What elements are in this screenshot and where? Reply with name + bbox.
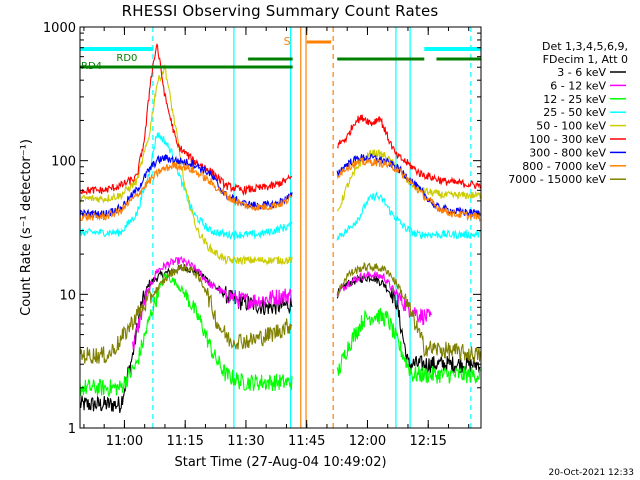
legend-label-6: 300 - 800 keV [529,146,606,159]
y-tick-label-3: 1000 [43,21,76,36]
series-line-7-0 [79,161,293,222]
series-line-5-1 [336,114,481,189]
x-tick-label-5: 12:15 [409,434,446,449]
series-6-12-kev [132,255,433,350]
series-line-3-1 [336,190,481,241]
series-7000-15000-kev [79,261,481,364]
y-tick-label-1: 10 [59,288,76,303]
legend-label-2: 12 - 25 keV [543,93,606,106]
series-12-25-kev [79,272,481,398]
series-line-1-1 [336,270,433,326]
series-line-2-1 [336,308,481,384]
series-300-800-kev [79,153,481,219]
legend-label-1: 6 - 12 keV [550,79,606,92]
state-label-rd0: RD0 [116,53,137,64]
legend-label-0: 3 - 6 keV [557,66,606,79]
y-tick-label-0: 1 [68,422,76,437]
series-line-5-0 [79,43,293,197]
state-label-s: S [284,35,291,48]
x-tick-label-4: 12:00 [349,434,386,449]
legend-label-5: 100 - 300 keV [529,133,606,146]
chart-title: RHESSI Observing Summary Count Rates [121,2,439,20]
x-tick-label-1: 11:15 [166,434,203,449]
series-line-2-0 [79,272,293,398]
legend-header-0: Det 1,3,4,5,6,9, [542,40,628,53]
series-800-7000-kev [79,156,481,223]
legend-label-3: 25 - 50 keV [543,106,606,119]
y-tick-label-2: 100 [51,155,76,170]
footer-timestamp: 20-Oct-2021 12:33 [548,468,634,478]
y-axis-label: Count Rate (s⁻¹ detector⁻¹) [19,139,34,316]
series-line-0-1 [336,273,481,374]
legend-label-7: 800 - 7000 keV [522,160,606,173]
legend-label-8: 7000 - 15000 keV [508,173,606,186]
legend-header-1: FDecim 1, Att 0 [543,53,628,66]
series-line-0-0 [79,264,293,413]
series-line-1-0 [132,255,293,350]
state-label-rd4: RD4 [81,61,102,72]
x-tick-label-2: 11:30 [227,434,264,449]
x-axis-label: Start Time (27-Aug-04 10:49:02) [174,455,386,470]
series-line-8-0 [79,263,293,364]
plot-frame [79,26,482,429]
legend-label-4: 50 - 100 keV [536,120,606,133]
x-tick-label-3: 11:45 [288,434,325,449]
x-tick-label-0: 11:00 [106,434,143,449]
series-100-300-kev [79,43,481,197]
series-line-4-0 [79,64,293,267]
series-line-7-1 [336,156,481,223]
series-3-6-kev [79,264,481,413]
series-line-8-1 [336,261,481,363]
